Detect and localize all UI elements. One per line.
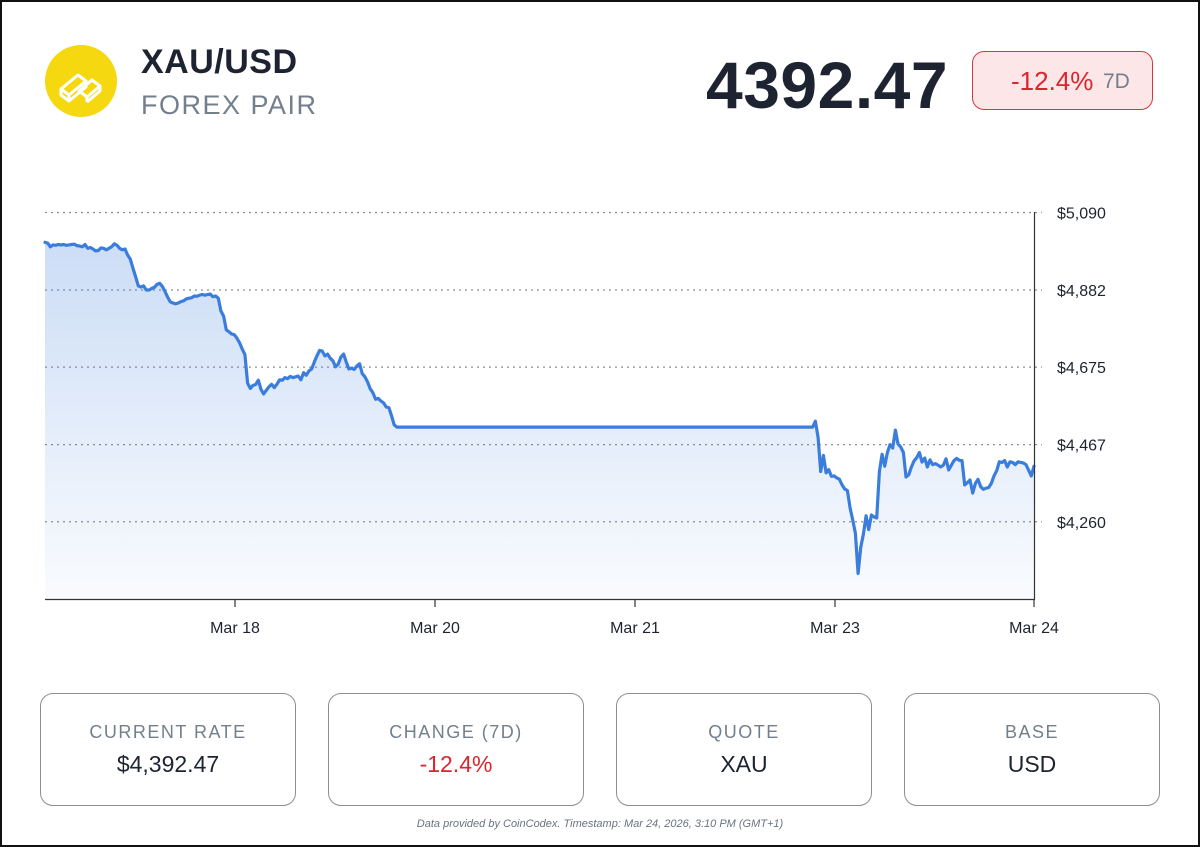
pair-name: XAU/USD: [141, 43, 298, 81]
price-line: [43, 240, 1036, 576]
base-label: BASE: [1004, 722, 1060, 742]
change-period: 7D: [1103, 70, 1130, 93]
current-rate-label: CURRENT RATE: [89, 722, 247, 742]
y-tick-label: $4,675: [1057, 360, 1106, 377]
y-tick-label: $5,090: [1057, 206, 1106, 223]
price-chart: $5,090 $4,882 $4,675 $4,467 $4,260 Mar 18 Mar …: [43, 206, 1106, 637]
price-area: [45, 242, 1034, 600]
change-card: CHANGE (7D) -12.4%: [328, 693, 584, 806]
x-tick-label: Mar 23: [810, 620, 860, 637]
quote-label: QUOTE: [708, 722, 780, 742]
y-tick-label: $4,882: [1057, 283, 1106, 300]
x-tick-label: Mar 20: [410, 620, 460, 637]
x-tick-label: Mar 21: [610, 620, 660, 637]
y-tick-label: $4,467: [1057, 438, 1106, 455]
y-tick-label: $4,260: [1057, 515, 1106, 532]
change-badge: -12.4% 7D: [972, 51, 1153, 110]
data-source-note: Data provided by CoinCodex. Timestamp: M…: [416, 818, 784, 830]
base-card: BASE USD: [904, 693, 1160, 806]
current-rate-value: $4,392.47: [116, 751, 220, 777]
base-value: USD: [1007, 751, 1057, 777]
current-rate-card: CURRENT RATE $4,392.47: [40, 693, 296, 806]
quote-value: XAU: [720, 751, 768, 777]
change-percent: -12.4%: [1011, 66, 1094, 96]
gold-bars-icon: [45, 45, 117, 117]
current-price: 4392.47: [706, 48, 949, 122]
pair-type: FOREX PAIR: [141, 90, 318, 120]
quote-card: QUOTE XAU: [616, 693, 872, 806]
x-tick-label: Mar 24: [1009, 620, 1059, 637]
change-label: CHANGE (7D): [389, 722, 523, 742]
change-value: -12.4%: [419, 751, 493, 777]
x-tick-label: Mar 18: [210, 620, 260, 637]
